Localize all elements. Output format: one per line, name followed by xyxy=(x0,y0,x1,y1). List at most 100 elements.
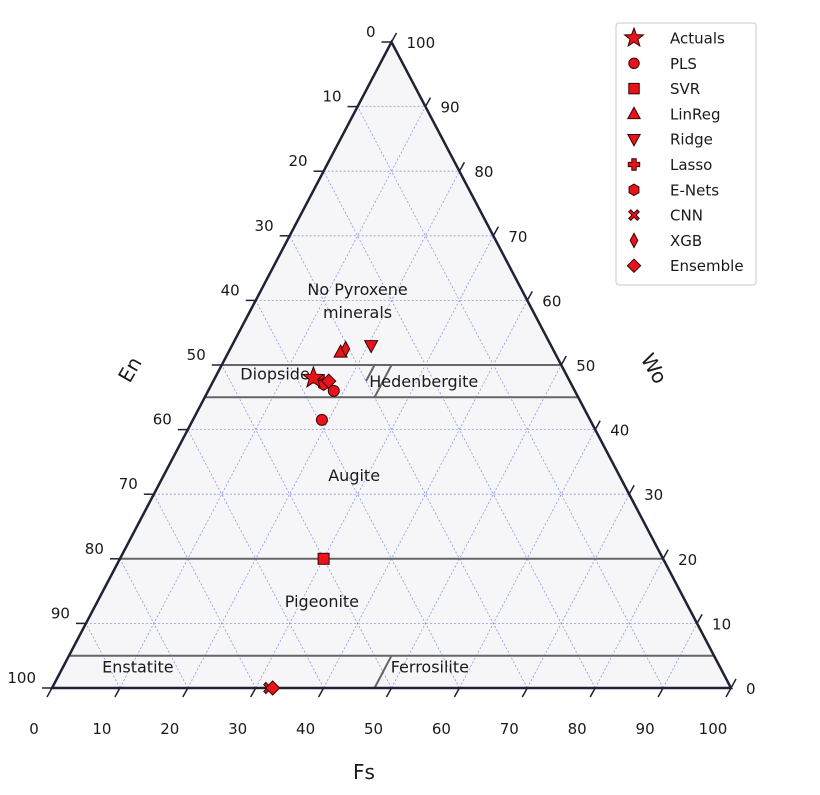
region-label: Enstatite xyxy=(102,658,174,677)
tick-fs xyxy=(521,687,528,698)
tick-label-wo: 80 xyxy=(474,163,493,181)
tick-fs xyxy=(182,687,189,698)
tick-label-fs: 0 xyxy=(29,720,39,738)
legend-marker-e-nets xyxy=(628,183,640,197)
region-label: Pigeonite xyxy=(285,592,359,611)
tick-label-fs: 30 xyxy=(228,720,247,738)
tick-wo xyxy=(628,484,635,495)
gridline-fs xyxy=(187,171,460,689)
tick-label-fs: 100 xyxy=(699,720,728,738)
legend-label: CNN xyxy=(670,207,703,225)
tick-wo xyxy=(458,161,466,172)
point-ensemble xyxy=(264,680,281,696)
tick-wo xyxy=(424,97,432,107)
legend-label: E-Nets xyxy=(670,181,719,199)
legend-label: Lasso xyxy=(670,156,712,174)
region-labels: No Pyroxene minerals Diopside Hedenbergite A… xyxy=(102,280,478,677)
tick-wo xyxy=(526,291,533,301)
tick-wo xyxy=(390,32,398,43)
point-pls xyxy=(327,384,340,397)
tick-label-fs: 60 xyxy=(432,720,451,738)
tick-label-en: 20 xyxy=(289,152,308,170)
tick-label-wo: 0 xyxy=(746,680,756,698)
legend-label: Actuals xyxy=(670,30,725,48)
tick-label-en: 0 xyxy=(366,23,376,41)
tick-label-fs: 90 xyxy=(636,720,655,738)
tick-label-en: 70 xyxy=(119,475,138,493)
legend-box xyxy=(615,22,757,286)
gridline-fs xyxy=(255,235,494,689)
point-ensemble xyxy=(320,373,337,389)
tick-fs xyxy=(46,687,53,698)
tick-label-wo: 50 xyxy=(576,357,595,375)
gridline-en xyxy=(289,235,528,689)
tick-fs xyxy=(725,687,732,698)
point-actuals xyxy=(301,365,326,388)
legend-marker-pls xyxy=(628,57,640,70)
tick-wo xyxy=(594,420,601,430)
gridline-en xyxy=(119,558,189,689)
tick-wo xyxy=(492,226,500,237)
tick-label-en: 90 xyxy=(51,604,70,622)
tick-fs xyxy=(250,687,257,698)
legend-label: Ridge xyxy=(670,131,713,149)
tick-label-en: 80 xyxy=(85,540,104,558)
tick-wo xyxy=(696,614,703,624)
tick-fs xyxy=(453,687,461,698)
tick-label-fs: 80 xyxy=(568,720,587,738)
legend-label: SVR xyxy=(670,80,700,98)
tick-label-wo: 10 xyxy=(712,615,731,633)
legend-label: XGB xyxy=(670,232,702,250)
legend-marker-svr xyxy=(628,82,640,95)
legend-label: LinReg xyxy=(670,105,721,123)
tick-fs xyxy=(114,687,121,698)
tick-label-en: 10 xyxy=(322,88,341,106)
axis-title-fs: Fs xyxy=(353,760,375,784)
boundary-line xyxy=(373,364,393,398)
axis-ticks: 0 0 0 10 10 10 20 20 20 30 30 30 40 40 40 50 50 50 60 60 60 7… xyxy=(7,23,755,738)
region-label: Diopside xyxy=(240,364,310,383)
boundary-line xyxy=(373,655,393,689)
gridline-fs xyxy=(391,364,562,689)
tick-label-en: 50 xyxy=(187,346,206,364)
axis-title-en: En xyxy=(113,353,146,387)
region-label: minerals xyxy=(323,303,392,322)
region-label: Ferrosilite xyxy=(391,658,469,677)
tick-label-en: 100 xyxy=(7,669,36,687)
legend-label: Ensemble xyxy=(670,257,744,275)
tick-label-wo: 20 xyxy=(678,551,697,569)
point-pls xyxy=(315,413,328,426)
tick-wo xyxy=(730,678,737,689)
region-label: Hedenbergite xyxy=(369,372,478,391)
tick-label-wo: 100 xyxy=(407,34,436,52)
point-ridge xyxy=(363,340,379,354)
legend-marker-actuals xyxy=(623,26,645,48)
tick-label-wo: 60 xyxy=(542,292,561,310)
boundary-line xyxy=(365,364,376,382)
tick-label-wo: 30 xyxy=(644,486,663,504)
tick-label-fs: 10 xyxy=(92,720,111,738)
gridline-en xyxy=(221,364,392,689)
tick-label-en: 60 xyxy=(153,411,172,429)
legend-marker-lasso xyxy=(627,158,641,171)
legend-label: PLS xyxy=(670,55,697,73)
tick-label-en: 30 xyxy=(255,217,274,235)
tick-label-wo: 40 xyxy=(610,422,629,440)
region-label: No Pyroxene xyxy=(307,280,407,299)
legend-marker-xgb xyxy=(629,232,639,249)
tick-label-fs: 70 xyxy=(500,720,519,738)
legend-marker-linreg xyxy=(626,106,642,120)
tick-label-fs: 20 xyxy=(160,720,179,738)
tick-label-wo: 90 xyxy=(440,99,459,117)
tick-label-wo: 70 xyxy=(508,228,527,246)
tick-label-fs: 50 xyxy=(364,720,383,738)
tick-label-en: 40 xyxy=(221,281,240,299)
tick-fs xyxy=(657,687,664,698)
legend-marker-ensemble xyxy=(626,258,642,274)
tick-fs xyxy=(385,687,393,698)
legend: Actuals PLS SVR LinReg Ridge Lasso E-Nets CNN XG… xyxy=(615,22,757,286)
legend-marker-ridge xyxy=(626,133,642,147)
tick-wo xyxy=(662,549,669,560)
tick-label-fs: 40 xyxy=(296,720,315,738)
gridline-en xyxy=(323,171,596,689)
